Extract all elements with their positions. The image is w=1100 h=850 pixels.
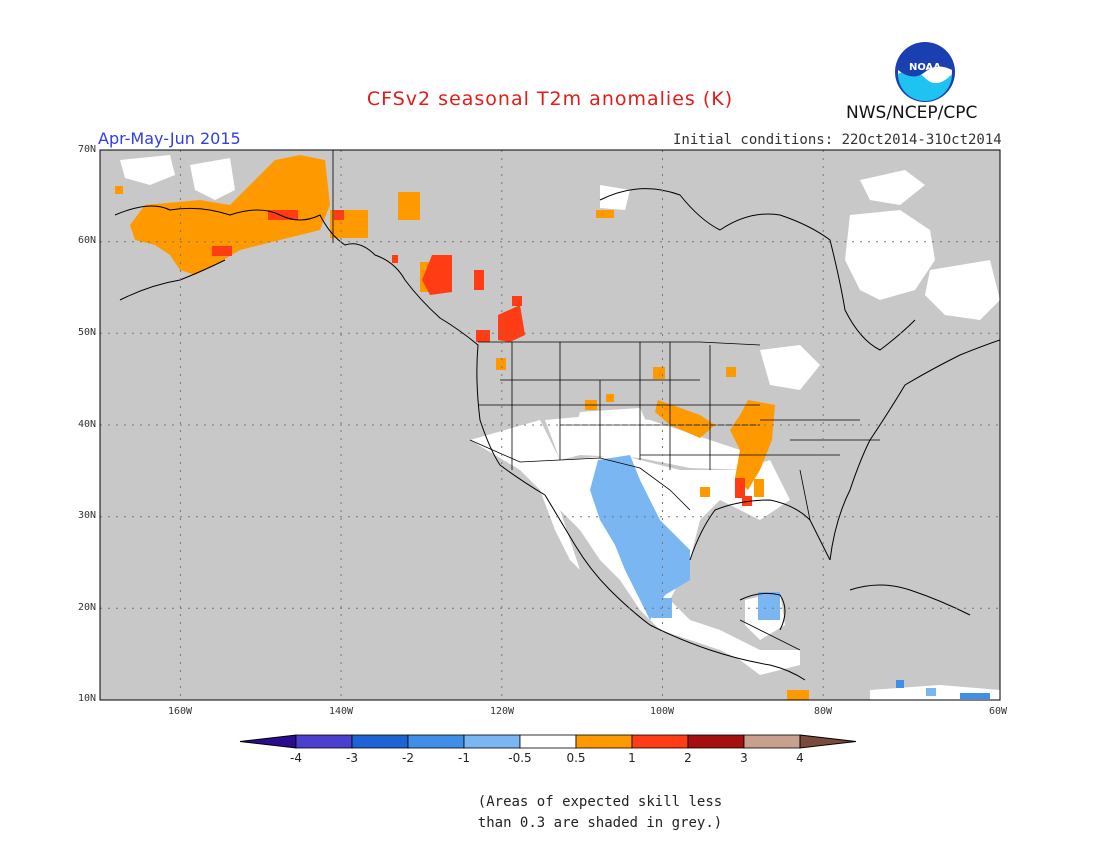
cool-anomaly-1-2 <box>896 680 990 699</box>
skill-footnote: (Areas of expected skill less than 0.3 a… <box>440 792 760 834</box>
footnote-line-1: (Areas of expected skill less <box>477 794 723 810</box>
map-title: CFSv2 seasonal T2m anomalies (K) <box>366 88 734 110</box>
lon-label-80w: 80W <box>813 706 833 717</box>
season-label: Apr-May-Jun 2015 <box>98 129 241 148</box>
colorbar-label: -0.5 <box>508 751 532 765</box>
lon-label-160w: 160W <box>167 706 193 717</box>
noaa-logo-text: NOAA <box>909 62 941 73</box>
lat-label-50n: 50N <box>77 327 96 338</box>
lat-label-10n: 10N <box>77 693 96 704</box>
colorbar-label: -4 <box>290 751 302 765</box>
lat-label-70n: 70N <box>77 144 96 155</box>
lon-label-60w: 60W <box>988 706 1008 717</box>
lon-label-120w: 120W <box>489 706 515 717</box>
warm-anomaly-1-2 <box>212 210 752 506</box>
lat-label-40n: 40N <box>77 419 96 430</box>
colorbar-label: 4 <box>796 751 804 765</box>
colorbar-label: 3 <box>740 751 748 765</box>
lat-label-30n: 30N <box>77 510 96 521</box>
colorbar-label: 0.5 <box>566 751 586 765</box>
footnote-line-2: than 0.3 are shaded in grey.) <box>477 815 723 831</box>
gridlines <box>100 150 1000 700</box>
noaa-logo: NOAA <box>895 42 955 102</box>
coastlines <box>114 188 1000 681</box>
map-frame <box>99 149 1001 701</box>
colorbar-label: -1 <box>458 751 470 765</box>
lat-label-20n: 20N <box>77 602 96 613</box>
lon-label-140w: 140W <box>328 706 354 717</box>
colorbar-label: -3 <box>346 751 358 765</box>
colorbar-label: 1 <box>628 751 636 765</box>
lat-label-60n: 60N <box>77 235 96 246</box>
initial-conditions: Initial conditions: 22Oct2014-31Oct2014 <box>673 132 1002 148</box>
agency-label: NWS/NCEP/CPC <box>846 103 978 123</box>
colorbar-label: 2 <box>684 751 692 765</box>
colorbar-label: -2 <box>402 751 414 765</box>
lon-label-100w: 100W <box>649 706 675 717</box>
